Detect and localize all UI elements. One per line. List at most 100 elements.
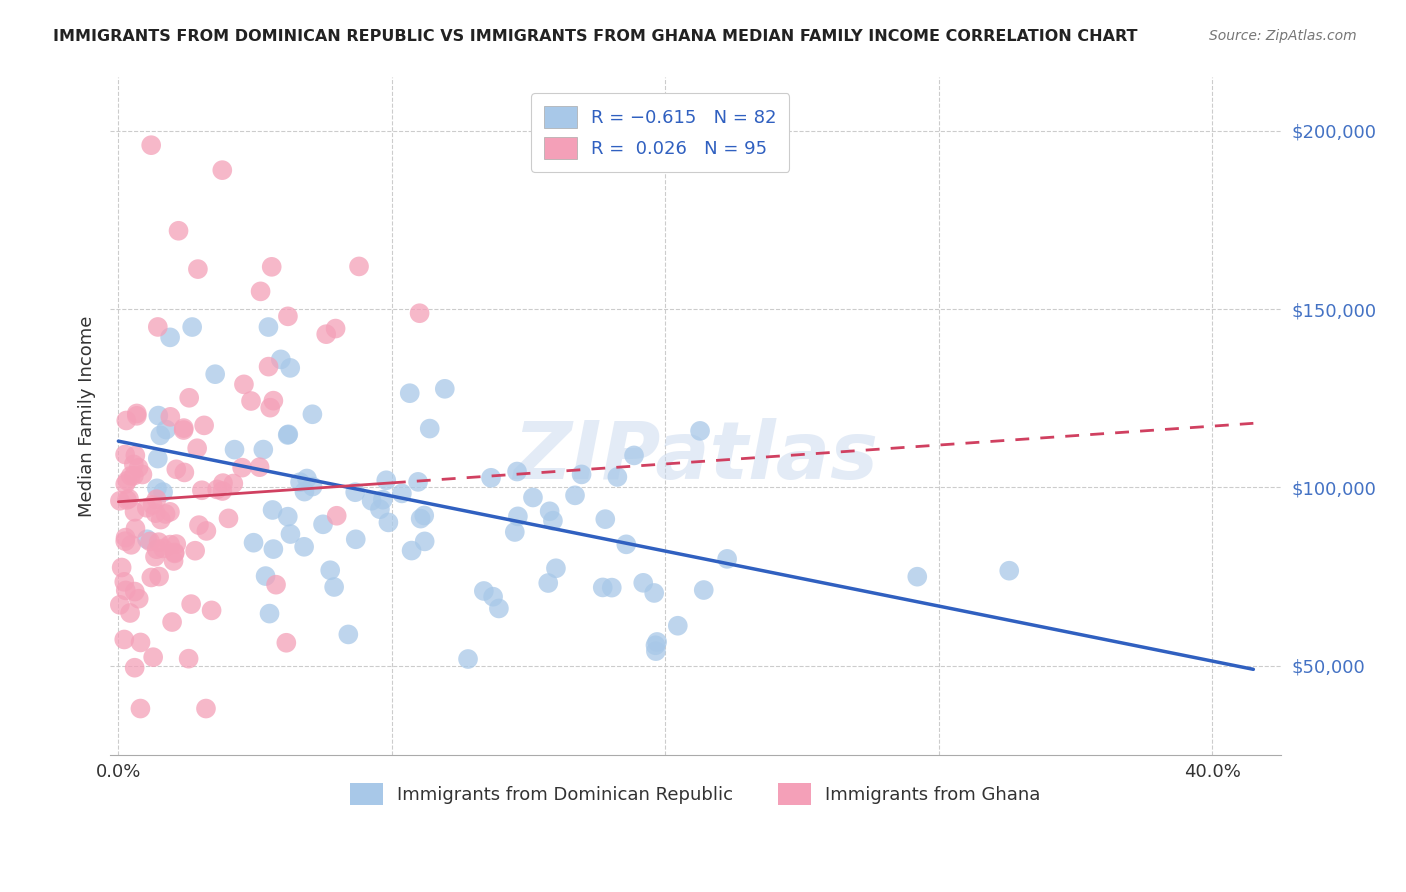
Point bbox=[503, 524, 526, 539]
Point bbox=[125, 409, 148, 423]
Point bbox=[114, 448, 136, 462]
Point bbox=[391, 486, 413, 500]
Point bbox=[181, 320, 204, 334]
Point bbox=[257, 320, 280, 334]
Point bbox=[375, 473, 398, 487]
Point bbox=[146, 481, 169, 495]
Text: IMMIGRANTS FROM DOMINICAN REPUBLIC VS IMMIGRANTS FROM GHANA MEDIAN FAMILY INCOME: IMMIGRANTS FROM DOMINICAN REPUBLIC VS IM… bbox=[53, 29, 1137, 44]
Point bbox=[112, 574, 135, 589]
Point bbox=[368, 502, 391, 516]
Point bbox=[278, 360, 301, 375]
Point bbox=[644, 638, 666, 652]
Point bbox=[419, 421, 441, 435]
Point bbox=[592, 581, 614, 595]
Point bbox=[276, 636, 298, 650]
Point bbox=[120, 538, 142, 552]
Point bbox=[224, 442, 246, 457]
Point bbox=[114, 583, 136, 598]
Point bbox=[401, 543, 423, 558]
Point bbox=[120, 469, 142, 483]
Point bbox=[195, 524, 218, 538]
Point bbox=[163, 546, 186, 560]
Point bbox=[122, 468, 145, 483]
Point bbox=[218, 511, 240, 525]
Point bbox=[277, 428, 299, 442]
Point bbox=[148, 569, 170, 583]
Point bbox=[111, 560, 134, 574]
Point bbox=[142, 650, 165, 665]
Point bbox=[643, 586, 665, 600]
Point bbox=[152, 541, 174, 556]
Point bbox=[124, 584, 146, 599]
Point bbox=[344, 485, 367, 500]
Point bbox=[257, 359, 280, 374]
Point bbox=[295, 471, 318, 485]
Point bbox=[129, 635, 152, 649]
Point bbox=[143, 549, 166, 564]
Point bbox=[537, 576, 560, 591]
Point bbox=[606, 470, 628, 484]
Point bbox=[541, 514, 564, 528]
Point bbox=[162, 554, 184, 568]
Point bbox=[538, 504, 561, 518]
Point bbox=[173, 423, 195, 437]
Point bbox=[108, 598, 131, 612]
Point bbox=[112, 632, 135, 647]
Point bbox=[142, 498, 165, 512]
Point bbox=[212, 476, 235, 491]
Point bbox=[136, 533, 159, 547]
Point bbox=[631, 575, 654, 590]
Point bbox=[108, 493, 131, 508]
Point bbox=[145, 506, 167, 520]
Point bbox=[614, 537, 637, 551]
Point bbox=[233, 377, 256, 392]
Point bbox=[211, 483, 233, 498]
Point bbox=[564, 488, 586, 502]
Point bbox=[184, 543, 207, 558]
Point bbox=[118, 491, 141, 506]
Point bbox=[145, 542, 167, 557]
Point bbox=[457, 652, 479, 666]
Point bbox=[277, 310, 299, 324]
Point bbox=[301, 479, 323, 493]
Point bbox=[260, 260, 283, 274]
Point bbox=[152, 485, 174, 500]
Point bbox=[141, 138, 163, 153]
Point bbox=[262, 542, 284, 557]
Point bbox=[205, 483, 228, 497]
Point bbox=[249, 460, 271, 475]
Point bbox=[277, 427, 299, 442]
Point bbox=[163, 545, 186, 559]
Point bbox=[506, 509, 529, 524]
Point bbox=[644, 644, 666, 658]
Point bbox=[128, 460, 150, 475]
Point bbox=[905, 570, 928, 584]
Point bbox=[193, 418, 215, 433]
Point bbox=[204, 367, 226, 381]
Point bbox=[323, 580, 346, 594]
Point bbox=[114, 531, 136, 545]
Point bbox=[187, 262, 209, 277]
Point bbox=[506, 465, 529, 479]
Point bbox=[128, 591, 150, 606]
Point bbox=[115, 474, 138, 488]
Point bbox=[325, 321, 347, 335]
Point bbox=[167, 224, 190, 238]
Point bbox=[124, 521, 146, 535]
Point bbox=[186, 442, 208, 456]
Point bbox=[406, 475, 429, 489]
Point bbox=[114, 477, 136, 491]
Point bbox=[160, 615, 183, 629]
Point bbox=[149, 512, 172, 526]
Point bbox=[165, 462, 187, 476]
Text: ZIPatlas: ZIPatlas bbox=[513, 417, 877, 496]
Point bbox=[571, 467, 593, 482]
Point bbox=[413, 508, 436, 523]
Point bbox=[124, 505, 146, 519]
Point bbox=[398, 386, 420, 401]
Point bbox=[998, 564, 1021, 578]
Point bbox=[139, 534, 162, 549]
Point bbox=[472, 584, 495, 599]
Point bbox=[319, 563, 342, 577]
Point bbox=[360, 493, 382, 508]
